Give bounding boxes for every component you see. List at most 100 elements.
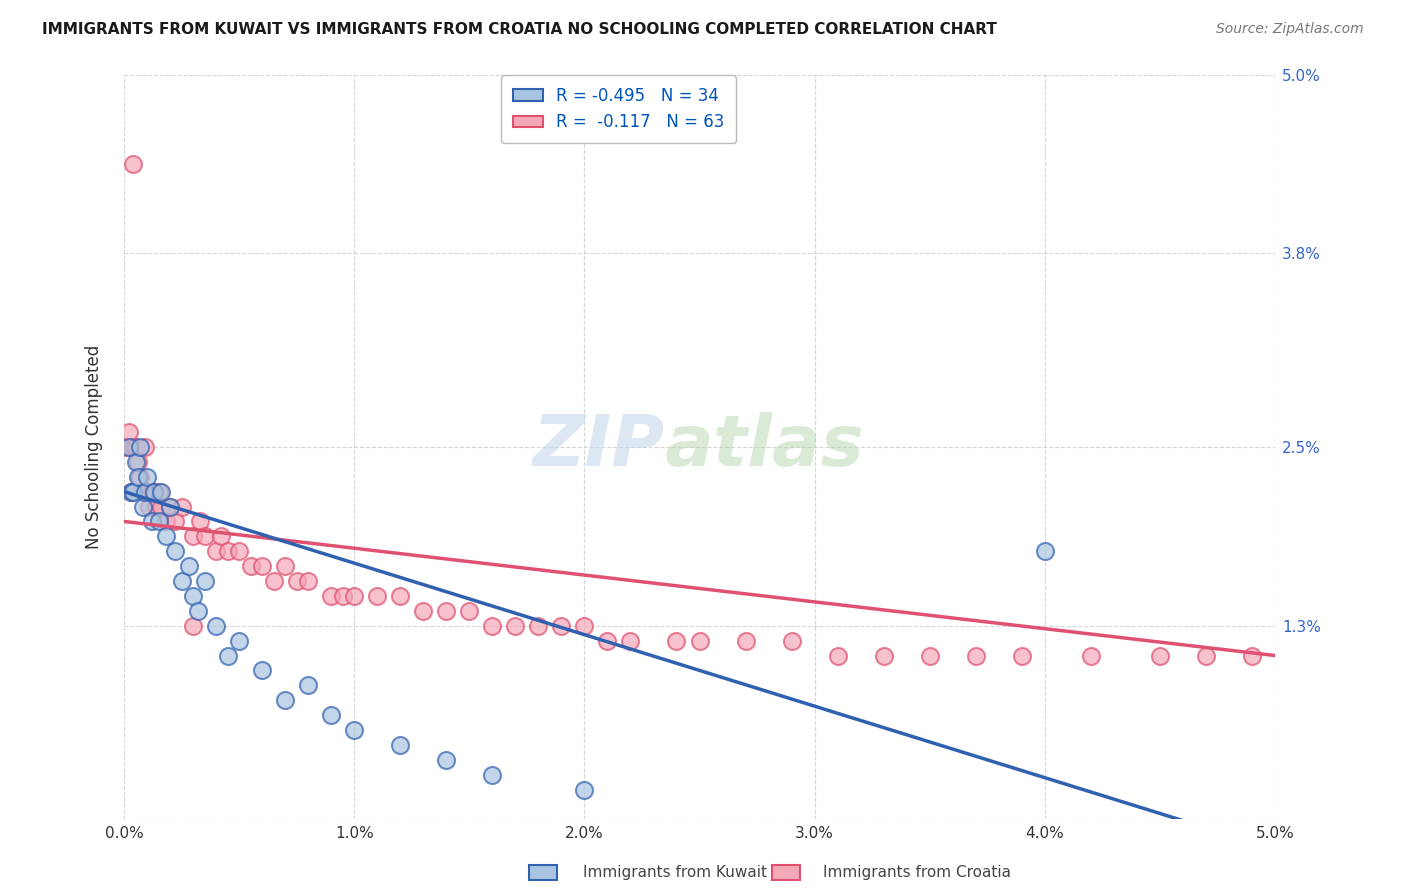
Point: [120, 484, 142, 499]
Point: [134, 484, 156, 499]
Point: [343, 723, 366, 737]
Point: [1195, 648, 1218, 663]
Point: [285, 574, 308, 588]
Bar: [772, 865, 800, 880]
Point: [263, 574, 285, 588]
Point: [163, 515, 186, 529]
Point: [228, 633, 250, 648]
Point: [145, 500, 167, 514]
Text: Immigrants from Kuwait: Immigrants from Kuwait: [583, 865, 768, 880]
Point: [734, 633, 756, 648]
Point: [115, 440, 138, 454]
Point: [127, 469, 149, 483]
Point: [143, 484, 166, 499]
Point: [217, 544, 239, 558]
Point: [434, 753, 457, 767]
Point: [129, 469, 152, 483]
Point: [389, 738, 412, 752]
Point: [481, 767, 503, 781]
Point: [118, 440, 141, 454]
Point: [181, 529, 204, 543]
Point: [122, 440, 145, 454]
Point: [122, 484, 145, 499]
Point: [170, 574, 193, 588]
Point: [141, 484, 163, 499]
Point: [252, 559, 274, 574]
Y-axis label: No Schooling Completed: No Schooling Completed: [86, 345, 103, 549]
Point: [194, 529, 217, 543]
Point: [217, 648, 239, 663]
Point: [619, 633, 641, 648]
Point: [149, 484, 172, 499]
Point: [194, 574, 217, 588]
Point: [297, 678, 319, 692]
Point: [1033, 544, 1056, 558]
Point: [181, 618, 204, 632]
Point: [120, 484, 142, 499]
Point: [228, 544, 250, 558]
Point: [332, 589, 354, 603]
Point: [1011, 648, 1033, 663]
Point: [143, 484, 166, 499]
Point: [131, 484, 153, 499]
Point: [252, 664, 274, 678]
Point: [366, 589, 388, 603]
Point: [274, 559, 297, 574]
Point: [138, 500, 160, 514]
Point: [149, 500, 172, 514]
Point: [596, 633, 619, 648]
Point: [665, 633, 688, 648]
Text: atlas: atlas: [665, 412, 865, 482]
Point: [505, 618, 527, 632]
Point: [155, 515, 177, 529]
Point: [689, 633, 711, 648]
Point: [148, 484, 170, 499]
Text: IMMIGRANTS FROM KUWAIT VS IMMIGRANTS FROM CROATIA NO SCHOOLING COMPLETED CORRELA: IMMIGRANTS FROM KUWAIT VS IMMIGRANTS FRO…: [42, 22, 997, 37]
Point: [124, 440, 146, 454]
Point: [205, 544, 228, 558]
Point: [187, 604, 209, 618]
Point: [1149, 648, 1171, 663]
Point: [124, 455, 146, 469]
Point: [188, 515, 211, 529]
Point: [148, 515, 170, 529]
Point: [389, 589, 412, 603]
Point: [274, 693, 297, 707]
Point: [131, 500, 153, 514]
Point: [159, 500, 181, 514]
Point: [780, 633, 803, 648]
Text: Immigrants from Croatia: Immigrants from Croatia: [823, 865, 1011, 880]
Point: [136, 469, 159, 483]
Point: [129, 440, 152, 454]
Point: [827, 648, 849, 663]
Point: [965, 648, 987, 663]
Point: [177, 559, 200, 574]
Point: [321, 589, 343, 603]
Point: [136, 484, 159, 499]
Point: [918, 648, 941, 663]
Point: [434, 604, 457, 618]
Point: [205, 618, 228, 632]
Legend: R = -0.495   N = 34, R =  -0.117   N = 63: R = -0.495 N = 34, R = -0.117 N = 63: [502, 76, 737, 143]
Point: [122, 157, 145, 171]
Point: [297, 574, 319, 588]
Text: ZIP: ZIP: [533, 412, 665, 482]
Point: [239, 559, 262, 574]
Point: [181, 589, 204, 603]
Point: [209, 529, 232, 543]
Point: [159, 500, 181, 514]
Point: [170, 500, 193, 514]
Point: [127, 455, 149, 469]
Point: [141, 515, 163, 529]
Point: [574, 782, 596, 797]
Point: [872, 648, 894, 663]
Bar: [529, 865, 557, 880]
Text: Source: ZipAtlas.com: Source: ZipAtlas.com: [1216, 22, 1364, 37]
Point: [458, 604, 481, 618]
Point: [527, 618, 550, 632]
Point: [550, 618, 572, 632]
Point: [163, 544, 186, 558]
Point: [321, 708, 343, 723]
Point: [118, 425, 141, 439]
Point: [155, 529, 177, 543]
